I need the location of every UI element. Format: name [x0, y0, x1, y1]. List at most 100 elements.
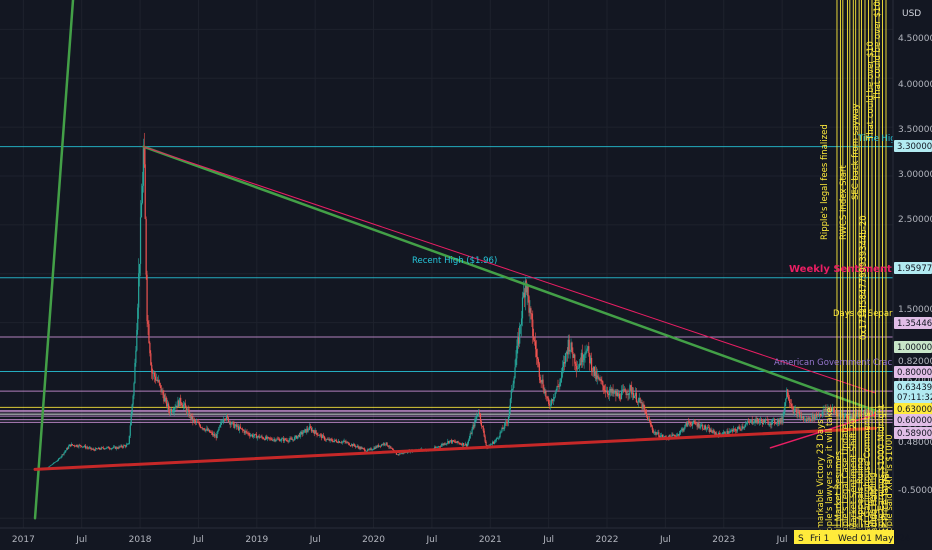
candle-body-192 [213, 434, 215, 437]
candle-body-550 [548, 398, 550, 405]
candle-body-150 [174, 407, 176, 409]
candle-body-61 [91, 449, 93, 450]
candle-body-715 [702, 424, 704, 429]
candle-body-871 [847, 416, 850, 420]
price-tick-label-6: 0.82000 [898, 357, 932, 367]
gov-label: American Government Crackdown [774, 358, 920, 368]
candle-body-633 [625, 392, 627, 396]
candle-body-441 [446, 443, 448, 444]
candle-body-167 [190, 414, 192, 420]
candle-body-497 [498, 436, 500, 439]
candle-body-602 [596, 375, 598, 380]
candle-body-803 [784, 402, 786, 412]
candle-body-17 [50, 465, 52, 466]
candle-body-31 [63, 452, 65, 455]
candle-body-22 [54, 461, 57, 463]
candle-body-72 [101, 447, 103, 449]
candle-body-787 [769, 423, 771, 425]
candle-body-649 [640, 402, 642, 403]
candle-body-432 [437, 446, 440, 448]
candle-body-513 [513, 377, 515, 384]
candle-body-505 [506, 421, 508, 423]
candle-body-752 [736, 429, 738, 432]
candle-body-335 [347, 442, 349, 443]
candle-body-840 [818, 414, 821, 416]
candle-body-178 [200, 427, 202, 429]
candle-body-482 [484, 436, 486, 442]
candle-body-725 [711, 431, 713, 433]
candle-body-312 [325, 439, 327, 440]
candle-body-565 [562, 366, 564, 372]
candle-body-268 [284, 438, 286, 440]
candle-body-224 [243, 430, 245, 433]
candle-body-356 [366, 449, 369, 451]
candle-body-220 [239, 426, 242, 429]
price-tag-5: 0.63439 [897, 383, 932, 393]
candle-body-440 [445, 443, 447, 445]
candle-body-586 [581, 352, 583, 363]
candle-body-757 [741, 426, 743, 430]
candle-body-219 [238, 426, 241, 431]
candle-body-811 [791, 406, 793, 409]
candle-body-451 [455, 442, 457, 443]
candle-body-216 [236, 424, 238, 428]
crosshair-day-box [808, 530, 838, 544]
currency-label[interactable]: USD [902, 9, 921, 19]
candle-body-481 [483, 430, 485, 437]
candle-body-101 [128, 435, 130, 444]
candle-body-470 [473, 425, 475, 427]
candle-body-525 [524, 280, 526, 298]
candle-body-500 [501, 427, 503, 432]
candle-body-445 [449, 440, 452, 441]
candle-body-665 [655, 432, 657, 435]
candle-body-297 [311, 430, 313, 432]
price-tick-label-3: 3.00000 [898, 170, 932, 180]
candle-body-24 [56, 460, 59, 462]
candle-body-447 [451, 440, 454, 443]
candle-body-296 [310, 427, 313, 432]
candle-body-580 [576, 365, 578, 370]
candle-body-139 [164, 397, 166, 402]
candle-body-208 [228, 421, 230, 423]
candle-body-666 [656, 433, 658, 435]
candle-body-465 [468, 438, 470, 441]
candle-body-852 [830, 408, 832, 412]
candle-body-388 [396, 454, 398, 455]
candle-body-250 [267, 437, 270, 438]
candle-body-822 [802, 416, 804, 419]
candle-body-619 [612, 389, 614, 394]
crosshair-marker-box [794, 530, 808, 544]
price-tick-label-4: 2.50000 [898, 215, 932, 225]
candle-body-153 [177, 400, 179, 408]
candle-body-894 [869, 410, 871, 417]
candle-body-710 [697, 423, 699, 427]
candle-body-358 [368, 449, 370, 450]
candle-body-63 [93, 449, 95, 450]
candle-body-117 [143, 148, 145, 165]
candle-body-160 [183, 403, 186, 405]
candle-body-466 [469, 433, 471, 439]
candle-body-334 [346, 442, 348, 443]
candle-body-16 [49, 465, 51, 467]
candle-body-744 [729, 431, 731, 433]
candle-body-782 [764, 420, 766, 423]
price-tick-label-2: 3.50000 [898, 125, 932, 135]
candle-body-684 [673, 435, 675, 436]
candle-body-298 [312, 430, 314, 432]
price-tag-bg-0 [894, 140, 932, 152]
candle-body-125 [151, 364, 153, 373]
candle-body-25 [57, 459, 59, 461]
candle-body-273 [289, 438, 291, 440]
candle-body-52 [82, 446, 85, 448]
candle-body-371 [380, 444, 383, 447]
candle-body-606 [600, 379, 602, 382]
candle-body-479 [481, 425, 483, 427]
candle-body-110 [137, 307, 139, 330]
candle-body-126 [152, 372, 154, 374]
candle-body-213 [233, 422, 235, 428]
candle-body-179 [201, 427, 203, 429]
candle-body-249 [266, 437, 269, 439]
candle-body-768 [751, 419, 753, 424]
candle-body-238 [256, 436, 258, 439]
